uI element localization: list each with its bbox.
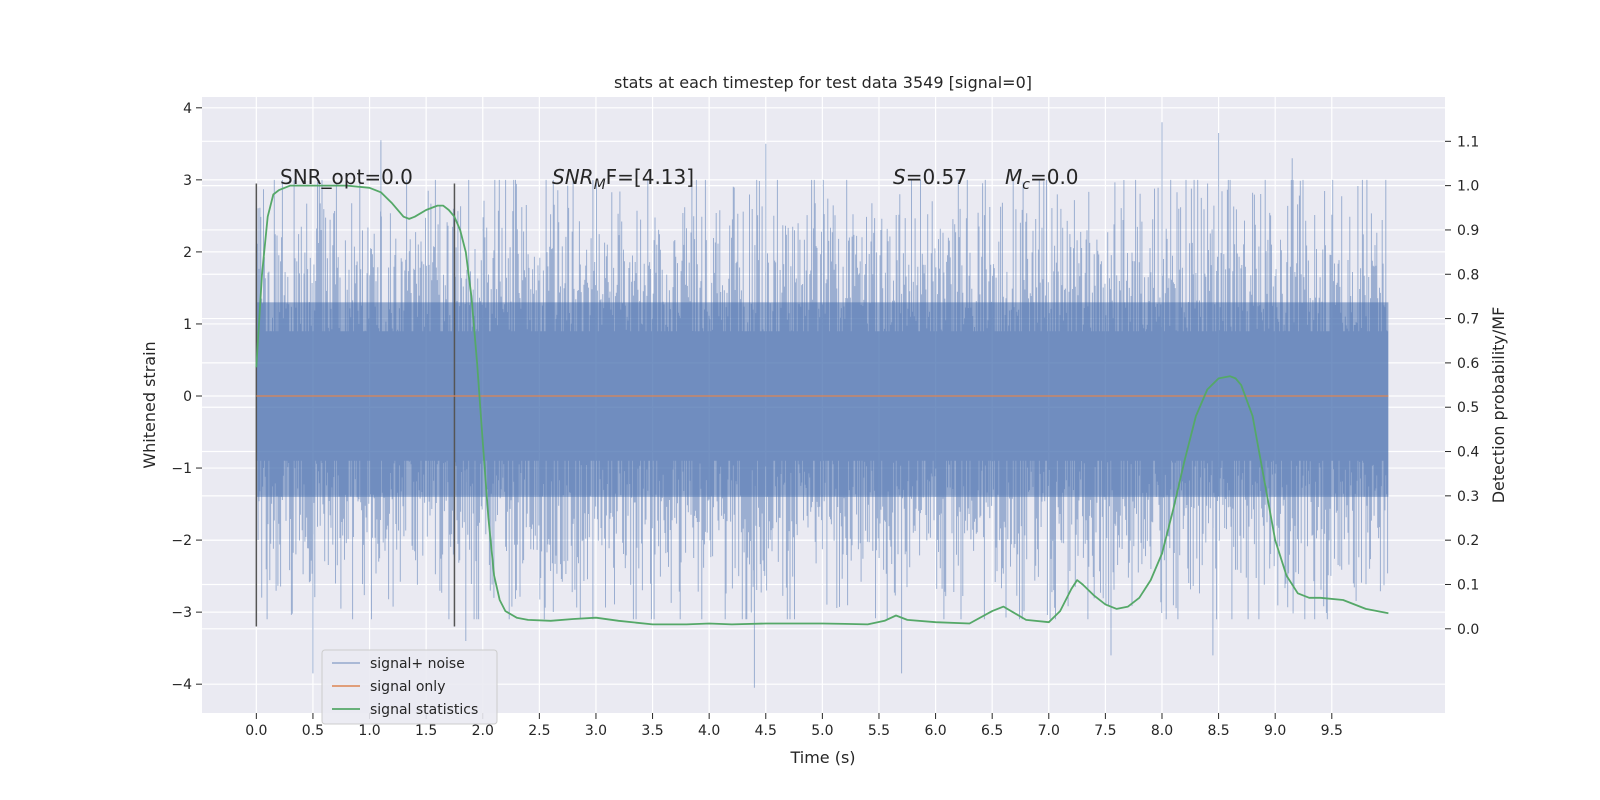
x-tick-label: 3.0 xyxy=(585,723,607,739)
x-tick-label: 6.0 xyxy=(924,723,946,739)
annotation-mc-value: =0.0 xyxy=(1030,165,1079,189)
y2-tick-label: 0.1 xyxy=(1457,577,1479,593)
y-tick-label: −1 xyxy=(171,461,192,477)
x-tick-label: 6.5 xyxy=(981,723,1003,739)
legend-box xyxy=(321,649,498,725)
chart-title: stats at each timestep for test data 354… xyxy=(614,73,1032,92)
annotation-s-prefix: S xyxy=(893,165,906,189)
x-tick-label: 1.0 xyxy=(358,723,380,739)
annotation-mc: Mc=0.0 xyxy=(1005,165,1079,193)
y-tick-label: −2 xyxy=(171,533,192,549)
annotation-snr-opt: SNR_opt=0.0 xyxy=(280,165,413,189)
annotation-mc-sub: c xyxy=(1022,177,1030,193)
legend-label-signal-statistics: signal statistics xyxy=(370,702,478,718)
x-tick-label: 5.0 xyxy=(811,723,833,739)
y-tick-label: −3 xyxy=(171,605,192,621)
y2-tick-label: 0.7 xyxy=(1457,312,1479,328)
x-tick-label: 7.5 xyxy=(1094,723,1116,739)
y-tick-label: 0 xyxy=(183,389,192,405)
y-tick-label: 1 xyxy=(183,317,192,333)
legend: signal+ noise signal only signal statist… xyxy=(321,649,498,725)
y2-tick-label: 0.0 xyxy=(1457,622,1479,638)
annotation-s-value: =0.57 xyxy=(906,165,967,189)
x-tick-label: 2.0 xyxy=(472,723,494,739)
x-tick-label: 5.5 xyxy=(868,723,890,739)
legend-label-signal-noise: signal+ noise xyxy=(370,656,465,672)
y2-tick-label: 0.9 xyxy=(1457,223,1479,239)
annotation-snr-mf-suffix: F=[4.13] xyxy=(606,165,694,189)
annotation-snr-mf-prefix: SNR xyxy=(552,165,594,189)
x-tick-label: 1.5 xyxy=(415,723,437,739)
y2-tick-label: 1.1 xyxy=(1457,134,1479,150)
y-tick-label: 4 xyxy=(183,101,192,117)
y2-tick-label: 0.8 xyxy=(1457,267,1479,283)
y2-tick-label: 0.4 xyxy=(1457,445,1479,461)
y-tick-label: 2 xyxy=(183,245,192,261)
annotation-snr-mf-sub: M xyxy=(594,177,606,193)
x-tick-label: 8.0 xyxy=(1151,723,1173,739)
x-tick-label: 8.5 xyxy=(1207,723,1229,739)
y2-tick-label: 0.6 xyxy=(1457,356,1479,372)
x-tick-label: 7.0 xyxy=(1038,723,1060,739)
x-tick-label: 3.5 xyxy=(641,723,663,739)
x-axis-label: Time (s) xyxy=(789,748,855,767)
x-tick-label: 2.5 xyxy=(528,723,550,739)
y2-tick-label: 0.3 xyxy=(1457,489,1479,505)
y2-tick-label: 0.2 xyxy=(1457,533,1479,549)
annotation-snr-mf: SNRMF=[4.13] xyxy=(552,165,694,193)
signal-statistics-series xyxy=(255,184,1389,626)
x-tick-label: 4.5 xyxy=(755,723,777,739)
y-axis-label: Whitened strain xyxy=(140,341,159,468)
line-series-layer xyxy=(255,183,1389,627)
legend-label-signal-only: signal only xyxy=(370,679,445,695)
x-tick-label: 9.0 xyxy=(1264,723,1286,739)
x-tick-label: 9.5 xyxy=(1321,723,1343,739)
annotation-s: S=0.57 xyxy=(893,165,967,189)
y2-tick-label: 0.5 xyxy=(1457,400,1479,416)
axes-layer: 0.0 0.5 1.0 1.5 2.0 2.5 3.0 3.5 4.0 4.5 5.0 5.5 6.0 6… xyxy=(171,101,1479,739)
noise-series-layer xyxy=(255,122,1389,688)
x-tick-label: 0.5 xyxy=(302,723,324,739)
y-tick-label: 3 xyxy=(183,173,192,189)
x-tick-label: 0.0 xyxy=(245,723,267,739)
x-tick-label: 4.0 xyxy=(698,723,720,739)
y2-axis-label: Detection probability/MF xyxy=(1489,307,1508,504)
annotation-mc-prefix: M xyxy=(1005,165,1022,189)
y2-tick-label: 1.0 xyxy=(1457,179,1479,195)
y-tick-label: −4 xyxy=(171,677,192,693)
